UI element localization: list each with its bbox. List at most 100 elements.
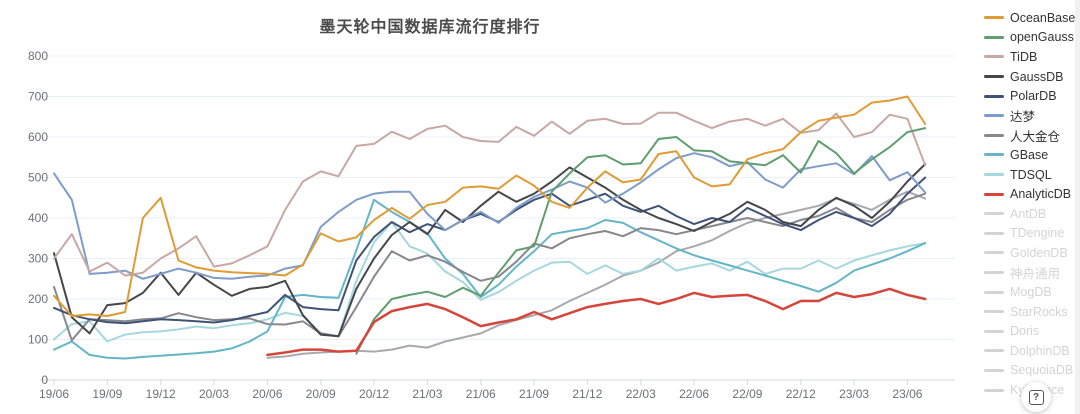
legend-swatch-tdsql (984, 173, 1004, 177)
x-axis-label-21/06: 21/06 (466, 387, 496, 401)
legend-item-shenzhou-tongyong[interactable]: 神舟通用 (984, 263, 1076, 283)
legend-swatch-opengauss (984, 35, 1004, 39)
y-axis-label-800: 800 (28, 49, 48, 63)
legend-label-gaussdb: GaussDB (1010, 69, 1064, 84)
x-axis-label-19/09: 19/09 (92, 387, 122, 401)
legend-item-mogdb[interactable]: MogDB (984, 282, 1076, 302)
legend-swatch-dameng (984, 114, 1004, 118)
series-line-analyticdb (266, 287, 927, 357)
question-mark-icon: ? (1028, 389, 1044, 405)
legend-swatch-dolphindb (984, 349, 1004, 353)
series-line-opengauss (355, 127, 927, 355)
y-axis-label-600: 600 (28, 130, 48, 144)
x-axis-label-22/06: 22/06 (679, 387, 709, 401)
legend-item-analyticdb[interactable]: AnalyticDB (984, 184, 1076, 204)
y-axis-label-700: 700 (28, 90, 48, 104)
series-line-gbase (53, 198, 927, 360)
x-axis-label-20/03: 20/03 (199, 387, 229, 401)
legend-swatch-antdb (984, 212, 1004, 216)
y-axis-label-0: 0 (41, 373, 48, 387)
legend-swatch-tidb (984, 55, 1004, 59)
legend-item-sequoiadb[interactable]: SequoiaDB (984, 361, 1076, 381)
x-axis-label-20/06: 20/06 (252, 387, 282, 401)
legend-label-tdengine: TDengine (1010, 226, 1065, 241)
legend-label-renda-jincang: 人大金仓 (1010, 129, 1061, 144)
y-axis-label-100: 100 (28, 333, 48, 347)
x-axis-label-23/06: 23/06 (892, 387, 922, 401)
x-axis-label-20/12: 20/12 (359, 387, 389, 401)
x-axis-label-21/09: 21/09 (519, 387, 549, 401)
series-line-dameng (53, 152, 927, 280)
legend-swatch-mogdb (984, 290, 1004, 294)
legend-label-analyticdb: AnalyticDB (1010, 187, 1072, 202)
legend-item-oceanbase[interactable]: OceanBase (984, 8, 1076, 28)
legend-label-antdb: AntDB (1010, 206, 1047, 221)
series-line-unlabeled-gray (266, 190, 927, 359)
legend-item-doris[interactable]: Doris (984, 322, 1076, 342)
legend-label-doris: Doris (1010, 324, 1040, 339)
series-line-oceanbase (53, 95, 927, 317)
x-axis-label-20/09: 20/09 (306, 387, 336, 401)
legend-swatch-analyticdb (984, 192, 1004, 196)
x-axis-label-19/06: 19/06 (39, 387, 69, 401)
legend-swatch-doris (984, 329, 1004, 333)
x-axis-label-23/03: 23/03 (839, 387, 869, 401)
legend-swatch-sequoiadb (984, 368, 1004, 372)
chart-title: 墨天轮中国数据库流行度排行 (319, 19, 541, 36)
legend-item-polardb[interactable]: PolarDB (984, 86, 1076, 106)
legend-swatch-gaussdb (984, 75, 1004, 79)
chart-legend: OceanBase openGauss TiDB GaussDB PolarDB 达梦人大… (984, 8, 1076, 400)
y-axis-label-400: 400 (28, 211, 48, 225)
series-line-tdsql (53, 221, 927, 343)
x-axis-label-21/03: 21/03 (412, 387, 442, 401)
legend-label-starrocks: StarRocks (1010, 304, 1068, 319)
series-line-renda-jincang (53, 192, 927, 342)
x-axis-label-22/09: 22/09 (732, 387, 762, 401)
legend-label-opengauss: openGauss (1010, 30, 1074, 45)
series-line-gaussdb (53, 163, 927, 338)
legend-label-oceanbase: OceanBase (1010, 10, 1076, 25)
legend-item-tidb[interactable]: TiDB (984, 47, 1076, 67)
legend-label-dolphindb: DolphinDB (1010, 343, 1070, 358)
legend-swatch-goldendb (984, 251, 1004, 255)
legend-item-opengauss[interactable]: openGauss (984, 28, 1076, 48)
y-axis-label-500: 500 (28, 171, 48, 185)
legend-item-gbase[interactable]: GBase (984, 145, 1076, 165)
legend-label-dameng: 达梦 (1010, 110, 1036, 125)
x-axis-label-19/12: 19/12 (146, 387, 176, 401)
legend-label-tdsql: TDSQL (1010, 167, 1052, 182)
legend-label-shenzhou-tongyong: 神舟通用 (1010, 267, 1061, 282)
legend-swatch-tdengine (984, 231, 1004, 235)
legend-item-dolphindb[interactable]: DolphinDB (984, 341, 1076, 361)
legend-swatch-renda-jincang (984, 133, 1004, 137)
x-axis-label-22/03: 22/03 (626, 387, 656, 401)
legend-swatch-shenzhou-tongyong (984, 271, 1004, 275)
legend-swatch-gbase (984, 153, 1004, 157)
y-axis-label-200: 200 (28, 292, 48, 306)
legend-item-goldendb[interactable]: GoldenDB (984, 243, 1076, 263)
legend-item-gaussdb[interactable]: GaussDB (984, 67, 1076, 87)
page-right-edge (1075, 0, 1080, 414)
legend-label-polardb: PolarDB (1010, 89, 1057, 104)
legend-swatch-kyligence (984, 388, 1004, 392)
legend-label-mogdb: MogDB (1010, 285, 1052, 300)
x-axis-label-22/12: 22/12 (786, 387, 816, 401)
legend-swatch-starrocks (984, 310, 1004, 314)
legend-label-goldendb: GoldenDB (1010, 245, 1068, 260)
series-line-tidb (53, 111, 927, 277)
legend-item-tdsql[interactable]: TDSQL (984, 165, 1076, 185)
legend-label-tidb: TiDB (1010, 49, 1038, 64)
legend-swatch-polardb (984, 94, 1004, 98)
legend-label-gbase: GBase (1010, 147, 1049, 162)
x-axis-label-21/12: 21/12 (572, 387, 602, 401)
legend-swatch-oceanbase (984, 16, 1004, 20)
legend-item-tdengine[interactable]: TDengine (984, 224, 1076, 244)
legend-item-dameng[interactable]: 达梦 (984, 106, 1076, 126)
legend-label-sequoiadb: SequoiaDB (1010, 363, 1074, 378)
legend-item-starrocks[interactable]: StarRocks (984, 302, 1076, 322)
legend-item-antdb[interactable]: AntDB (984, 204, 1076, 224)
help-button[interactable]: ? (1021, 382, 1051, 412)
legend-item-renda-jincang[interactable]: 人大金仓 (984, 126, 1076, 146)
